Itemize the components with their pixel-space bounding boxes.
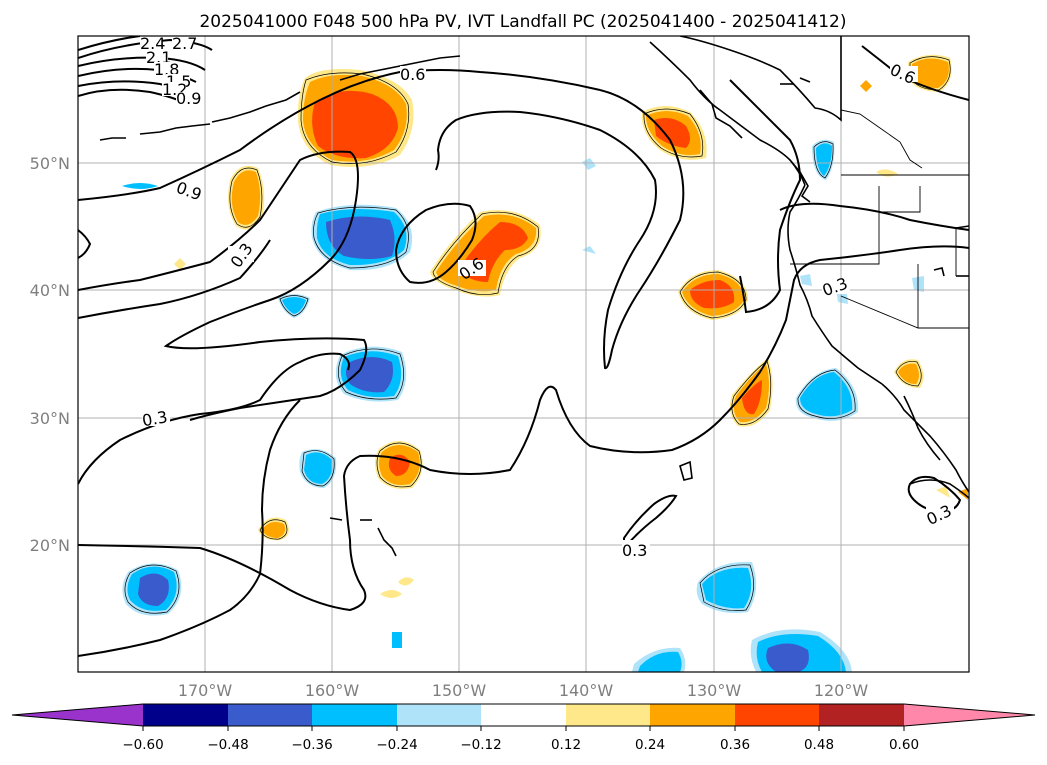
- colorbar-tick-label: −0.24: [376, 737, 417, 753]
- pv-negative-region: [638, 651, 682, 672]
- contour-label-bg: [172, 36, 194, 50]
- lat-tick-label: 40°N: [30, 281, 70, 300]
- pv-negative-region: [304, 452, 333, 484]
- contour-label: 0.3: [622, 541, 647, 560]
- pv-region-outlines: [124, 56, 951, 614]
- pv-positive-region: [936, 486, 950, 498]
- contour-label-bg: [142, 410, 170, 426]
- pv-negative-region: [326, 216, 395, 259]
- colorbar-min-extension: [12, 704, 143, 726]
- lon-tick-label: 140°W: [559, 681, 614, 700]
- lon-tick-label: 170°W: [178, 681, 233, 700]
- lat-tick-label: 50°N: [30, 154, 70, 173]
- map-panel: 2.4 2.7 2.1 1.8 1.5 1.2 0.9 0.6 0.9 0.3: [77, 34, 970, 673]
- lat-tick-label: 30°N: [30, 409, 70, 428]
- contour-label: 2.4: [140, 34, 165, 53]
- pv-positive-region: [174, 258, 186, 270]
- lat-tick-label: 20°N: [30, 536, 70, 555]
- pv-negative-region: [766, 643, 809, 672]
- contour-label: 2.7: [172, 34, 197, 53]
- pv-positive-region: [860, 80, 872, 92]
- colorbar-tick-label: 0.60: [889, 737, 919, 753]
- contour-label-bg: [176, 92, 200, 106]
- colorbar-segment: [481, 704, 566, 726]
- colorbar-segment: [819, 704, 904, 726]
- figure-title: 2025041000 F048 500 hPa PV, IVT Landfall…: [199, 12, 846, 32]
- contour-label-bg: [926, 504, 954, 520]
- pv-contours: [78, 36, 969, 657]
- contour-label-bg: [140, 36, 162, 50]
- colorbar-tick-label: 0.36: [720, 737, 750, 753]
- contour-label: 0.6: [400, 65, 425, 84]
- colorbar-tick-label: 0.12: [551, 737, 581, 753]
- pv-positive-region: [912, 58, 949, 88]
- map-background: [78, 36, 969, 672]
- pv-negative-region: [816, 143, 832, 176]
- lon-tick-label: 160°W: [305, 681, 360, 700]
- colorbar-segment: [650, 704, 735, 726]
- colorbar-ticks: [142, 726, 905, 731]
- pv-positive-region: [312, 90, 398, 159]
- lon-tick-label: 150°W: [432, 681, 487, 700]
- pv-negative-region: [582, 246, 596, 254]
- pv-positive-region: [898, 363, 919, 384]
- pv-positive-region: [231, 170, 261, 225]
- pv-negative-region: [346, 357, 393, 393]
- colorbar-max-extension: [904, 704, 1035, 726]
- colorbar-tick-label: 0.48: [804, 737, 834, 753]
- pv-negative-region: [392, 632, 402, 648]
- contour-label-bg: [622, 540, 650, 556]
- coastlines: [99, 36, 969, 557]
- contour-label-bg: [228, 246, 254, 262]
- colorbar-tick-label: 0.24: [635, 737, 665, 753]
- pv-negative-region: [282, 297, 306, 314]
- pv-positive-region: [742, 380, 762, 415]
- colorbar-segment: [566, 704, 650, 726]
- colorbar-tick-label: −0.60: [122, 737, 163, 753]
- colorbar-segment: [312, 704, 397, 726]
- contour-label-bg: [822, 278, 850, 294]
- pv-negative-region: [800, 372, 853, 417]
- colorbar-segment: [143, 704, 228, 726]
- pv-positive-region: [398, 577, 414, 586]
- pv-positive-region: [654, 118, 690, 148]
- colorbar-tick-label: −0.36: [291, 737, 332, 753]
- contour-label: 0.3: [141, 407, 169, 430]
- contour-label-bg: [176, 184, 204, 200]
- pv-negative-region: [800, 274, 812, 286]
- colorbar-segment: [735, 704, 819, 726]
- colorbar-segment: [397, 704, 481, 726]
- pv-positive-region: [262, 522, 286, 538]
- contour-label: 0.9: [176, 89, 201, 108]
- pv-positive-region: [690, 280, 735, 309]
- colorbar-segment: [228, 704, 312, 726]
- colorbar-tick-label: −0.12: [460, 737, 501, 753]
- pv-negative-region: [122, 183, 158, 189]
- pv-anomaly-fills: [122, 54, 968, 672]
- latitude-labels: 50°N 40°N 30°N 20°N: [30, 154, 70, 555]
- political-borders: [790, 109, 969, 329]
- contour-label-bg: [458, 260, 486, 276]
- contour-label-bg: [154, 62, 178, 76]
- pv-negative-region: [138, 573, 169, 606]
- contour-label-bg: [400, 66, 426, 82]
- lon-tick-label: 130°W: [687, 681, 742, 700]
- contour-label-bg: [146, 50, 168, 64]
- pv-positive-region: [380, 590, 402, 598]
- longitude-labels: 170°W 160°W 150°W 140°W 130°W 120°W: [178, 681, 869, 700]
- map-frame: [77, 35, 970, 673]
- colorbar: −0.60 −0.48 −0.36 −0.24 −0.12 0.12 0.24 …: [11, 703, 1036, 753]
- contour-label-bg: [890, 66, 918, 82]
- lon-tick-label: 120°W: [814, 681, 869, 700]
- colorbar-tick-label: −0.48: [207, 737, 248, 753]
